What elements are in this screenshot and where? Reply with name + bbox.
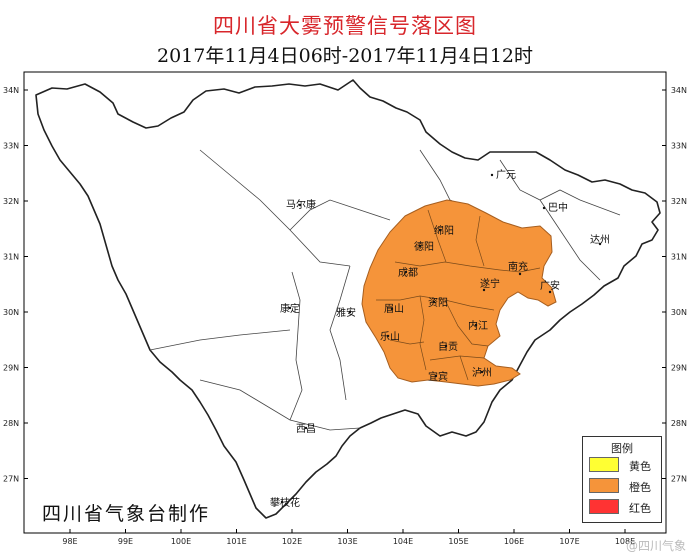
legend-box: 图例 黄色 橙色 红色 (582, 436, 662, 523)
prefecture-boundaries (149, 149, 621, 431)
lat-label: 30N (671, 308, 687, 317)
city-label: 南充 (508, 260, 528, 273)
lat-label: 32N (3, 197, 19, 206)
lon-label: 105E (448, 537, 468, 546)
lat-label: 28N (671, 419, 687, 428)
lon-label: 106E (504, 537, 524, 546)
lat-label: 33N (671, 142, 687, 151)
watermark: @四川气象 (625, 539, 686, 553)
warning-zone-boundaries (376, 209, 541, 381)
city-label: 眉山 (384, 303, 404, 315)
legend-item-red: 红色 (589, 499, 659, 515)
city-label: 攀枝花 (270, 496, 300, 509)
legend-label: 红色 (629, 502, 651, 515)
lat-label: 32N (671, 197, 687, 206)
lon-label: 102E (282, 537, 302, 546)
city-labels: 广元 巴中 达州 绵阳 德阳 南充 成都 遂宁 广安 雅安 眉山 资阳 内江 乐… (270, 169, 610, 509)
lon-label: 98E (62, 537, 77, 546)
lon-label: 101E (226, 537, 246, 546)
legend-label: 黄色 (629, 460, 651, 473)
city-label: 乐山 (380, 331, 400, 343)
city-label: 宜宾 (428, 370, 448, 383)
legend-swatch-red (589, 499, 619, 514)
legend-title: 图例 (611, 442, 633, 455)
lat-label: 33N (3, 142, 19, 151)
city-label: 绵阳 (434, 224, 454, 237)
legend-swatch-orange (589, 478, 619, 493)
lat-label: 29N (3, 364, 19, 373)
lon-label: 100E (171, 537, 191, 546)
map-frame (23, 71, 667, 534)
lon-label: 107E (559, 537, 579, 546)
legend-swatch-yellow (589, 457, 619, 472)
city-label: 达州 (590, 234, 610, 246)
map-title: 四川省大雾预警信号落区图 (213, 14, 477, 38)
lat-label: 31N (671, 253, 687, 262)
city-label: 巴中 (548, 201, 568, 214)
lat-label: 27N (3, 475, 19, 484)
city-label: 雅安 (336, 306, 356, 319)
lon-label: 104E (393, 537, 413, 546)
legend-item-yellow: 黄色 (589, 457, 659, 473)
lon-label: 108E (615, 537, 635, 546)
city-label: 广安 (540, 279, 560, 292)
legend-item-orange: 橙色 (589, 478, 659, 494)
city-label: 自贡 (438, 340, 458, 353)
lat-label: 31N (3, 253, 19, 262)
coordinate-ticks: 98E 99E 100E 101E 102E 103E 104E 105E 106E 107E 10… (3, 86, 687, 546)
lat-label: 27N (671, 475, 687, 484)
lon-label: 103E (337, 537, 357, 546)
city-label: 广元 (496, 169, 516, 181)
city-label: 德阳 (414, 240, 434, 253)
lat-label: 28N (3, 419, 19, 428)
province-boundary (35, 79, 661, 519)
city-label: 遂宁 (480, 277, 500, 290)
lat-label: 29N (671, 364, 687, 373)
city-label: 内江 (468, 319, 488, 332)
lat-label: 34N (3, 86, 19, 95)
map-subtitle: 2017年11月4日06时-2017年11月4日12时 (156, 45, 533, 67)
city-markers (280, 173, 602, 504)
lat-label: 34N (671, 86, 687, 95)
lat-label: 30N (3, 308, 19, 317)
legend-label: 橙色 (629, 481, 651, 494)
lon-label: 99E (118, 537, 133, 546)
credit-text: 四川省气象台制作 (42, 503, 211, 525)
city-label: 成都 (398, 267, 418, 279)
city-label: 资阳 (428, 297, 448, 309)
